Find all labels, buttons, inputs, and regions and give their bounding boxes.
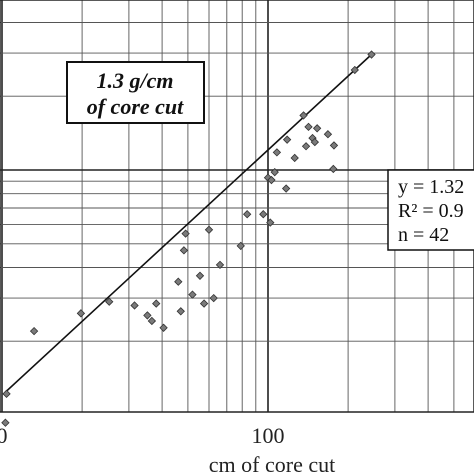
data-point (159, 323, 168, 332)
title-line-2: of core cut (87, 94, 184, 119)
equation-text: y = 1.32 (398, 176, 464, 198)
data-point (2, 389, 11, 399)
data-point (147, 316, 157, 326)
data-point (270, 167, 279, 177)
data-point (209, 293, 218, 303)
data-point (1, 418, 10, 427)
data-point (105, 297, 114, 306)
r-squared-text: R² = 0.9 (398, 200, 464, 222)
data-point (179, 246, 189, 255)
data-point (281, 184, 291, 193)
x-tick-label: 0 (0, 423, 8, 448)
x-axis-label: cm of core cut (209, 452, 335, 474)
data-point (204, 225, 214, 234)
data-point (143, 311, 152, 320)
x-tick-label: 100 (252, 423, 285, 448)
data-point (259, 210, 268, 219)
data-point (267, 175, 276, 185)
data-point (236, 241, 245, 251)
data-point (299, 111, 308, 120)
data-point (329, 164, 338, 174)
data-point (199, 299, 209, 308)
data-point (367, 50, 376, 59)
plot-frame (0, 0, 474, 413)
data-point (301, 142, 311, 151)
n-count-text: n = 42 (398, 224, 449, 246)
title-box: 1.3 g/cm of core cut (66, 61, 205, 124)
trendline (4, 53, 373, 393)
equation-box: y = 1.32 R² = 0.9 n = 42 (387, 169, 474, 251)
data-point (272, 148, 282, 157)
data-point (29, 326, 39, 336)
data-point (188, 290, 197, 299)
title-box-frame (66, 61, 205, 124)
data-points (1, 50, 376, 427)
data-point (282, 135, 292, 144)
data-point (266, 218, 275, 227)
data-point (329, 141, 339, 150)
data-point (152, 299, 161, 308)
data-point (176, 307, 185, 316)
data-point (215, 260, 225, 270)
data-point (304, 122, 313, 132)
data-point (130, 301, 139, 310)
data-point (290, 153, 299, 163)
data-point (323, 130, 333, 139)
data-point (312, 124, 322, 133)
data-point (263, 173, 273, 182)
title-line-1: 1.3 g/cm (97, 68, 174, 93)
data-point (195, 271, 205, 280)
equation-box-frame (387, 169, 474, 251)
data-point (76, 309, 86, 318)
data-point (174, 277, 183, 286)
data-point (310, 137, 320, 147)
data-point (181, 229, 190, 238)
data-point (243, 210, 252, 219)
data-point (350, 65, 359, 75)
